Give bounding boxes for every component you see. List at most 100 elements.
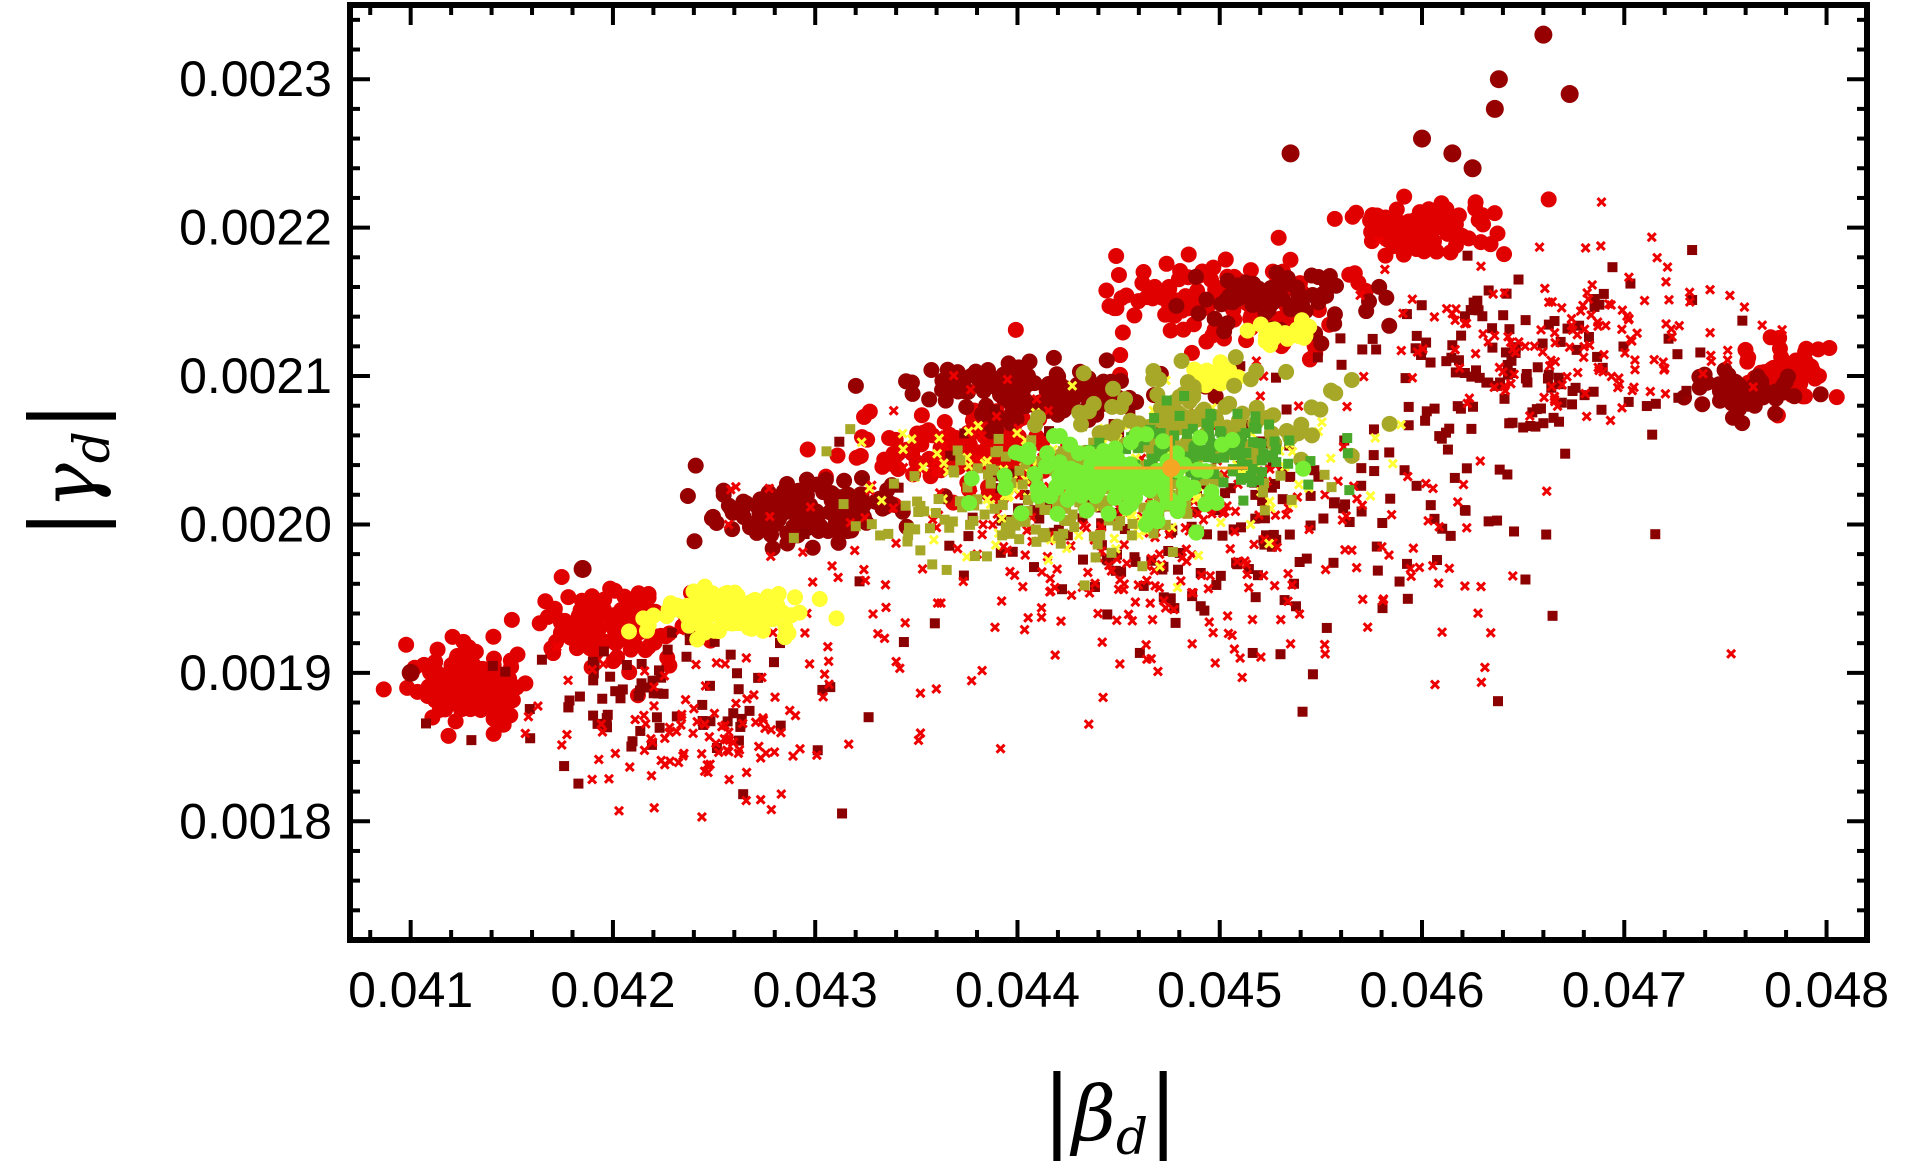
data-point-square xyxy=(1126,530,1137,541)
data-point-square xyxy=(597,693,608,704)
data-point-square xyxy=(1258,487,1269,498)
data-point-square xyxy=(1106,547,1117,558)
data-point-circle xyxy=(1812,386,1829,403)
data-point-cross xyxy=(1011,428,1023,439)
data-point-cross xyxy=(826,560,838,572)
data-point-circle xyxy=(1018,376,1035,393)
data-point-circle xyxy=(1105,380,1122,397)
data-point-square xyxy=(1462,250,1473,261)
x-tick-label: 0.044 xyxy=(955,962,1080,1018)
data-point-circle xyxy=(640,617,657,634)
data-point-circle xyxy=(921,391,938,408)
data-point-cross xyxy=(748,689,759,700)
data-point-square xyxy=(1238,495,1249,506)
data-point-cross xyxy=(664,756,676,767)
data-point-circle xyxy=(898,441,915,458)
data-point-cross xyxy=(664,722,675,733)
data-point-cross xyxy=(1606,371,1617,382)
data-point-square xyxy=(1695,347,1706,358)
data-point-circle xyxy=(1828,389,1845,406)
data-point-square xyxy=(1312,352,1323,363)
data-point-circle xyxy=(1192,429,1209,446)
data-point-circle xyxy=(1762,329,1779,346)
y-axis-subscript: d xyxy=(63,431,121,463)
data-point-cross xyxy=(823,679,835,690)
data-point-cross xyxy=(696,748,707,759)
data-point-circle xyxy=(725,592,742,609)
data-point-square xyxy=(1309,465,1320,476)
data-point-square xyxy=(1356,480,1367,491)
data-point-circle xyxy=(996,467,1013,484)
data-point-square xyxy=(1498,310,1509,321)
data-point-circle xyxy=(1162,322,1179,339)
data-point-square xyxy=(1146,555,1157,566)
data-point-cross xyxy=(676,709,687,720)
data-point-square xyxy=(1328,498,1339,509)
data-point-square xyxy=(559,761,570,772)
data-point-cross xyxy=(1241,559,1252,570)
data-point-cross xyxy=(598,659,609,670)
data-point-circle xyxy=(1716,362,1733,379)
data-point-square xyxy=(1216,427,1227,438)
data-point-square xyxy=(574,691,585,702)
data-point-square xyxy=(705,716,716,727)
data-point-square xyxy=(711,743,722,754)
data-point-cross xyxy=(784,705,795,716)
data-point-cross xyxy=(972,454,984,465)
data-point-cross xyxy=(630,714,641,725)
y-tick-label: 0.0019 xyxy=(179,645,332,701)
data-point-square xyxy=(989,503,1000,514)
data-point-cross xyxy=(1581,411,1592,422)
data-point-square xyxy=(1402,593,1413,604)
data-point-circle xyxy=(485,725,502,742)
data-point-square xyxy=(524,704,535,715)
data-point-circle xyxy=(1098,282,1115,299)
data-point-outlier xyxy=(1485,99,1504,118)
data-point-circle xyxy=(898,373,915,390)
data-point-cross xyxy=(659,670,670,681)
data-point-square xyxy=(1150,428,1161,439)
data-point-square xyxy=(588,675,599,686)
data-point-cross xyxy=(1502,331,1514,342)
data-point-cross xyxy=(1249,539,1260,550)
data-point-square xyxy=(1589,301,1600,312)
data-point-cross xyxy=(1578,352,1589,363)
axis-ticks xyxy=(350,5,1869,940)
data-point-cross xyxy=(1507,570,1518,581)
data-point-square xyxy=(945,450,956,461)
data-point-circle xyxy=(1038,458,1055,475)
data-point-cross xyxy=(1052,564,1063,575)
data-point-square xyxy=(959,428,970,439)
data-point-cross xyxy=(1247,614,1258,625)
data-point-circle xyxy=(1138,289,1155,306)
data-point-cross xyxy=(1109,533,1120,544)
data-point-cross xyxy=(973,420,984,431)
data-point-square xyxy=(1356,506,1367,517)
data-point-square xyxy=(1199,475,1210,486)
data-point-circle xyxy=(1433,197,1450,214)
data-point-cross xyxy=(1146,553,1157,564)
data-point-circle xyxy=(1106,300,1123,317)
data-point-cross xyxy=(1660,276,1672,287)
data-point-square xyxy=(1236,460,1247,471)
data-point-square xyxy=(1416,300,1427,311)
data-point-square xyxy=(1450,367,1461,378)
y-tick-label: 0.0023 xyxy=(179,51,332,107)
data-point-square xyxy=(1672,349,1683,360)
y-tick-label: 0.0021 xyxy=(179,348,332,404)
data-point-cross xyxy=(756,672,767,683)
data-point-cross xyxy=(1258,570,1269,581)
data-point-cross xyxy=(888,502,899,514)
data-point-circle xyxy=(1098,352,1115,369)
data-point-cross xyxy=(624,761,635,773)
data-point-square xyxy=(1103,555,1114,566)
data-point-square xyxy=(1079,580,1090,591)
data-point-cross xyxy=(1494,362,1505,373)
data-point-square xyxy=(671,711,682,722)
data-point-square xyxy=(863,712,874,723)
data-point-square xyxy=(1368,424,1379,435)
data-point-square xyxy=(1455,403,1466,414)
x-axis-bar-left: | xyxy=(1042,1057,1072,1162)
data-point-circle xyxy=(1712,392,1729,409)
data-point-square xyxy=(697,699,708,710)
